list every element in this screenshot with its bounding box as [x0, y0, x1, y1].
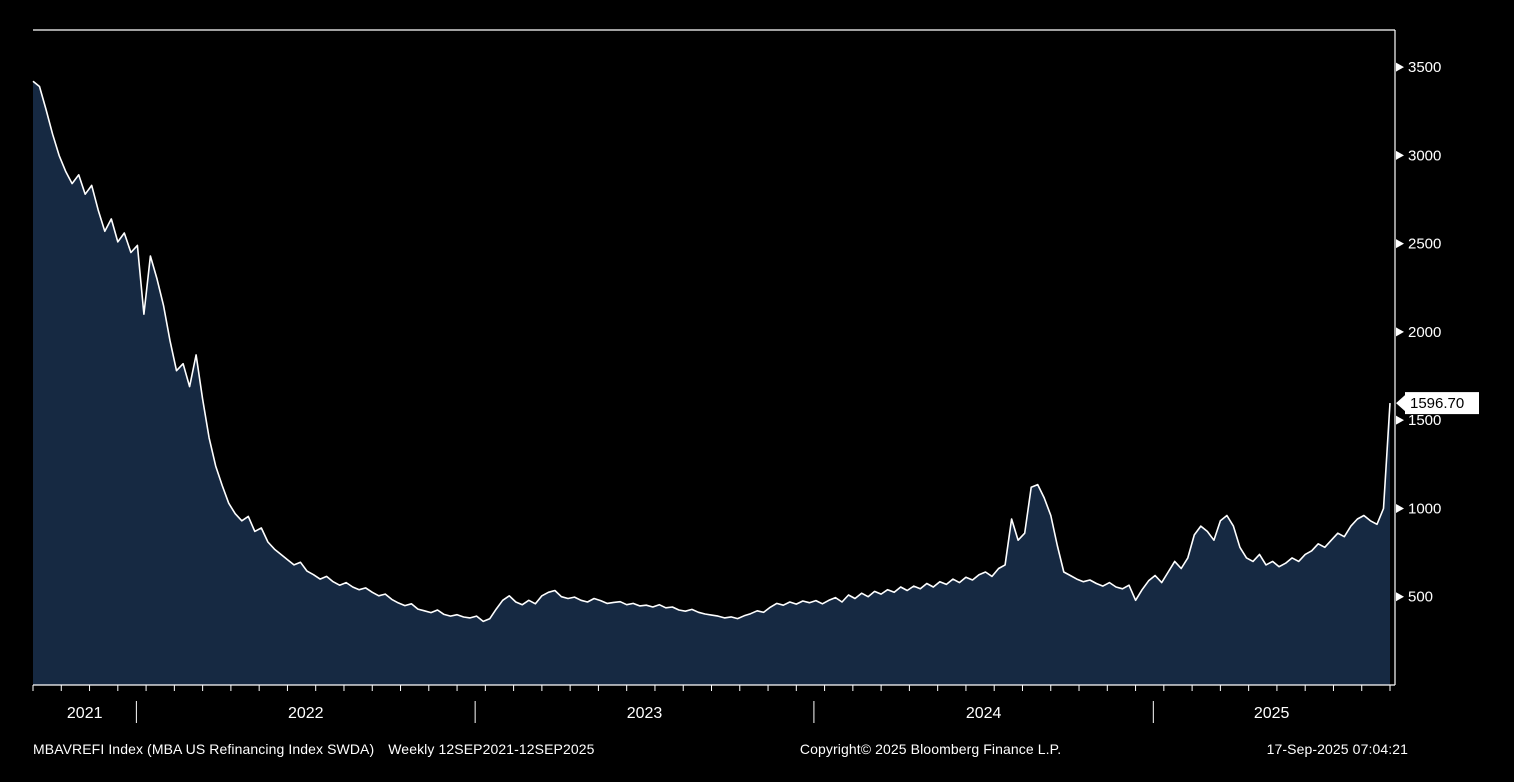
periodicity-range: Weekly 12SEP2021-12SEP2025	[388, 741, 595, 757]
y-tick-label: 1000	[1408, 500, 1441, 517]
x-year-label: 2023	[627, 705, 663, 722]
copyright-text: Copyright© 2025 Bloomberg Finance L.P.	[799, 741, 1062, 757]
chart-footer: MBAVREFI Index (MBA US Refinancing Index…	[33, 739, 1408, 759]
y-tick-arrow	[1396, 62, 1404, 72]
price-line	[32, 80, 1391, 623]
footer-left-group: MBAVREFI Index (MBA US Refinancing Index…	[33, 741, 595, 757]
y-tick-arrow	[1396, 327, 1404, 337]
security-description: MBAVREFI Index (MBA US Refinancing Index…	[33, 741, 375, 757]
y-tick-arrow	[1396, 503, 1404, 513]
y-tick-arrow	[1396, 415, 1404, 425]
x-year-label: 2024	[966, 705, 1002, 722]
x-year-label: 2022	[288, 705, 324, 722]
x-year-label: 2021	[67, 705, 103, 722]
last-price-text: 1596.70	[1410, 395, 1464, 412]
y-tick-label: 2500	[1408, 236, 1441, 253]
timestamp: 17-Sep-2025 07:04:21	[1266, 741, 1408, 757]
y-tick-label: 500	[1408, 589, 1433, 606]
y-tick-label: 3500	[1408, 59, 1441, 76]
y-tick-arrow	[1396, 239, 1404, 249]
y-tick-label: 3000	[1408, 147, 1441, 164]
x-year-label: 2025	[1254, 705, 1290, 722]
y-tick-label: 1500	[1408, 412, 1441, 429]
area-fill	[33, 81, 1390, 685]
last-price-arrow	[1396, 395, 1405, 412]
last-price-box	[1405, 392, 1479, 415]
y-tick-arrow	[1396, 592, 1404, 602]
y-tick-label: 2000	[1408, 324, 1441, 341]
y-tick-arrow	[1396, 150, 1404, 160]
